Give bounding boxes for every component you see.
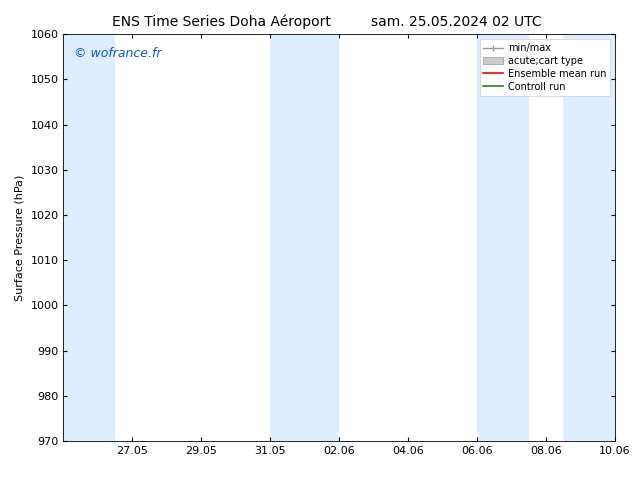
Y-axis label: Surface Pressure (hPa): Surface Pressure (hPa): [15, 174, 25, 301]
Bar: [477, 34, 529, 441]
Text: sam. 25.05.2024 02 UTC: sam. 25.05.2024 02 UTC: [371, 15, 542, 29]
Bar: [270, 34, 339, 441]
Legend: min/max, acute;cart type, Ensemble mean run, Controll run: min/max, acute;cart type, Ensemble mean …: [479, 39, 610, 96]
Text: © wofrance.fr: © wofrance.fr: [74, 47, 162, 59]
Bar: [63, 34, 115, 441]
Text: ENS Time Series Doha Aéroport: ENS Time Series Doha Aéroport: [112, 15, 332, 29]
Bar: [563, 34, 615, 441]
